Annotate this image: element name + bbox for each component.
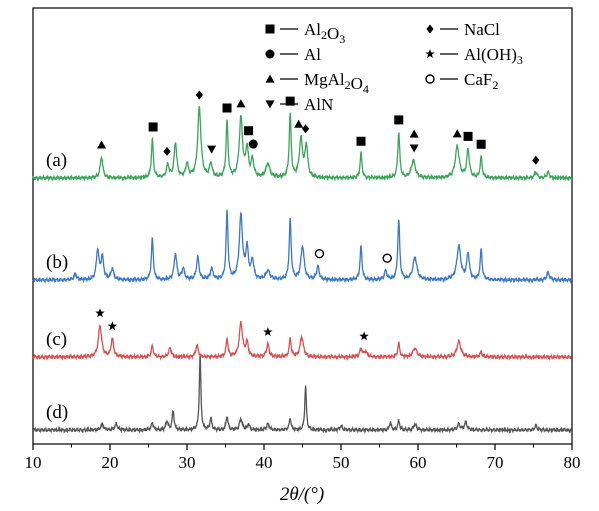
marker-triangle-up — [265, 74, 275, 83]
x-tick-label: 20 — [102, 453, 119, 472]
marker-open-circle — [425, 74, 435, 84]
x-tick-label: 40 — [256, 453, 273, 472]
series-label: (d) — [46, 402, 68, 423]
legend-label: NaCl — [464, 20, 500, 39]
legend-label: Al — [304, 45, 321, 64]
marker-diamond — [195, 90, 203, 100]
series-line — [32, 320, 572, 362]
x-tick-label: 70 — [487, 453, 504, 472]
marker-square — [356, 136, 366, 146]
marker-circle — [248, 139, 258, 149]
marker-star — [107, 321, 118, 331]
x-axis-label: 2θ/(°) — [280, 484, 324, 505]
x-axis: 10 20 30 40 50 60 70 80 — [25, 444, 581, 472]
marker-circle — [265, 49, 275, 59]
legend-label: Al(OH)3 — [464, 45, 523, 67]
marker-star — [95, 308, 105, 318]
marker-square — [148, 122, 158, 132]
marker-triangle-up — [236, 99, 246, 108]
marker-triangle-up — [294, 119, 304, 128]
marker-open-circle — [382, 253, 392, 263]
marker-triangle-up — [97, 140, 107, 149]
legend-label: CaF2 — [464, 70, 498, 92]
marker-diamond — [163, 146, 171, 156]
series-label: (c) — [46, 329, 67, 350]
peak-markers — [95, 90, 540, 341]
marker-diamond — [301, 124, 310, 134]
marker-triangle-down — [409, 144, 419, 153]
marker-triangle-up — [452, 129, 462, 138]
x-tick-label: 50 — [333, 453, 350, 472]
marker-diamond — [426, 24, 434, 34]
series-line — [32, 209, 573, 285]
marker-star — [425, 49, 435, 58]
x-tick-label: 80 — [564, 453, 581, 472]
x-tick-label: 60 — [410, 453, 427, 472]
series-label: (a) — [46, 150, 67, 171]
marker-square — [285, 96, 295, 106]
marker-star — [359, 331, 369, 341]
series-line — [32, 355, 573, 435]
series-line — [32, 106, 573, 183]
series-label: (b) — [46, 252, 68, 273]
x-tick-label: 10 — [25, 453, 42, 472]
marker-triangle-down — [265, 100, 275, 109]
marker-square — [244, 126, 254, 136]
marker-star — [263, 327, 273, 337]
marker-square — [222, 103, 232, 113]
marker-square — [463, 131, 473, 141]
marker-diamond — [532, 155, 540, 165]
marker-open-circle — [314, 248, 325, 259]
legend-label: MgAl2O4 — [304, 70, 369, 96]
marker-square — [265, 24, 275, 34]
marker-square — [476, 139, 486, 149]
x-tick-label: 30 — [179, 453, 196, 472]
marker-triangle-down — [207, 145, 217, 154]
marker-square — [394, 115, 404, 125]
series-group: (a) (b) (c) (d) — [32, 106, 573, 435]
legend-label: Al2O3 — [304, 20, 345, 46]
legend-label: AlN — [304, 95, 333, 114]
marker-triangle-up — [409, 129, 419, 138]
